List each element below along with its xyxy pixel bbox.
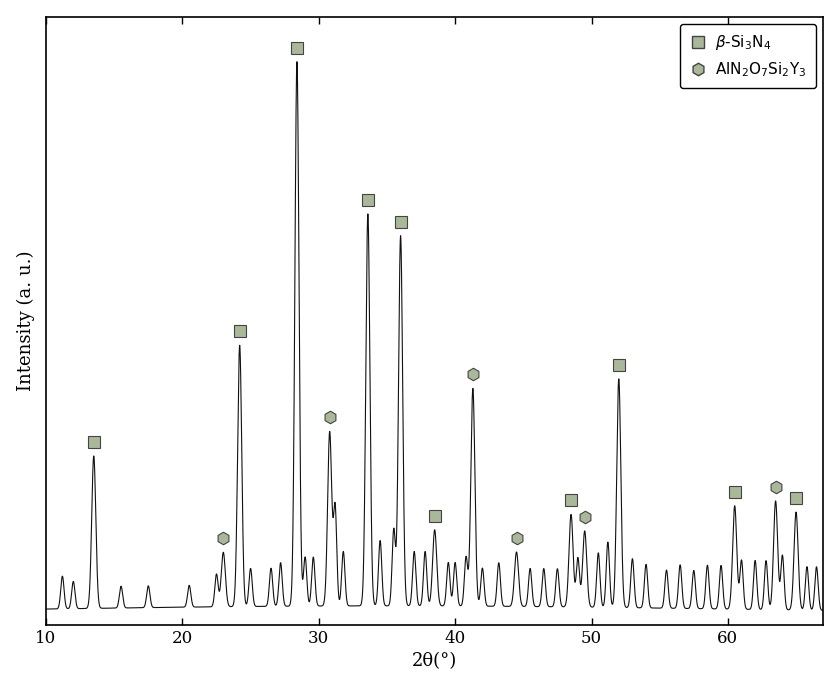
X-axis label: 2θ(°): 2θ(°) — [412, 653, 457, 671]
Y-axis label: Intensity (a. u.): Intensity (a. u.) — [17, 251, 35, 391]
Legend: $\beta$-Si$_3$N$_4$, AlN$_2$O$_7$Si$_2$Y$_3$: $\beta$-Si$_3$N$_4$, AlN$_2$O$_7$Si$_2$Y… — [680, 24, 816, 88]
